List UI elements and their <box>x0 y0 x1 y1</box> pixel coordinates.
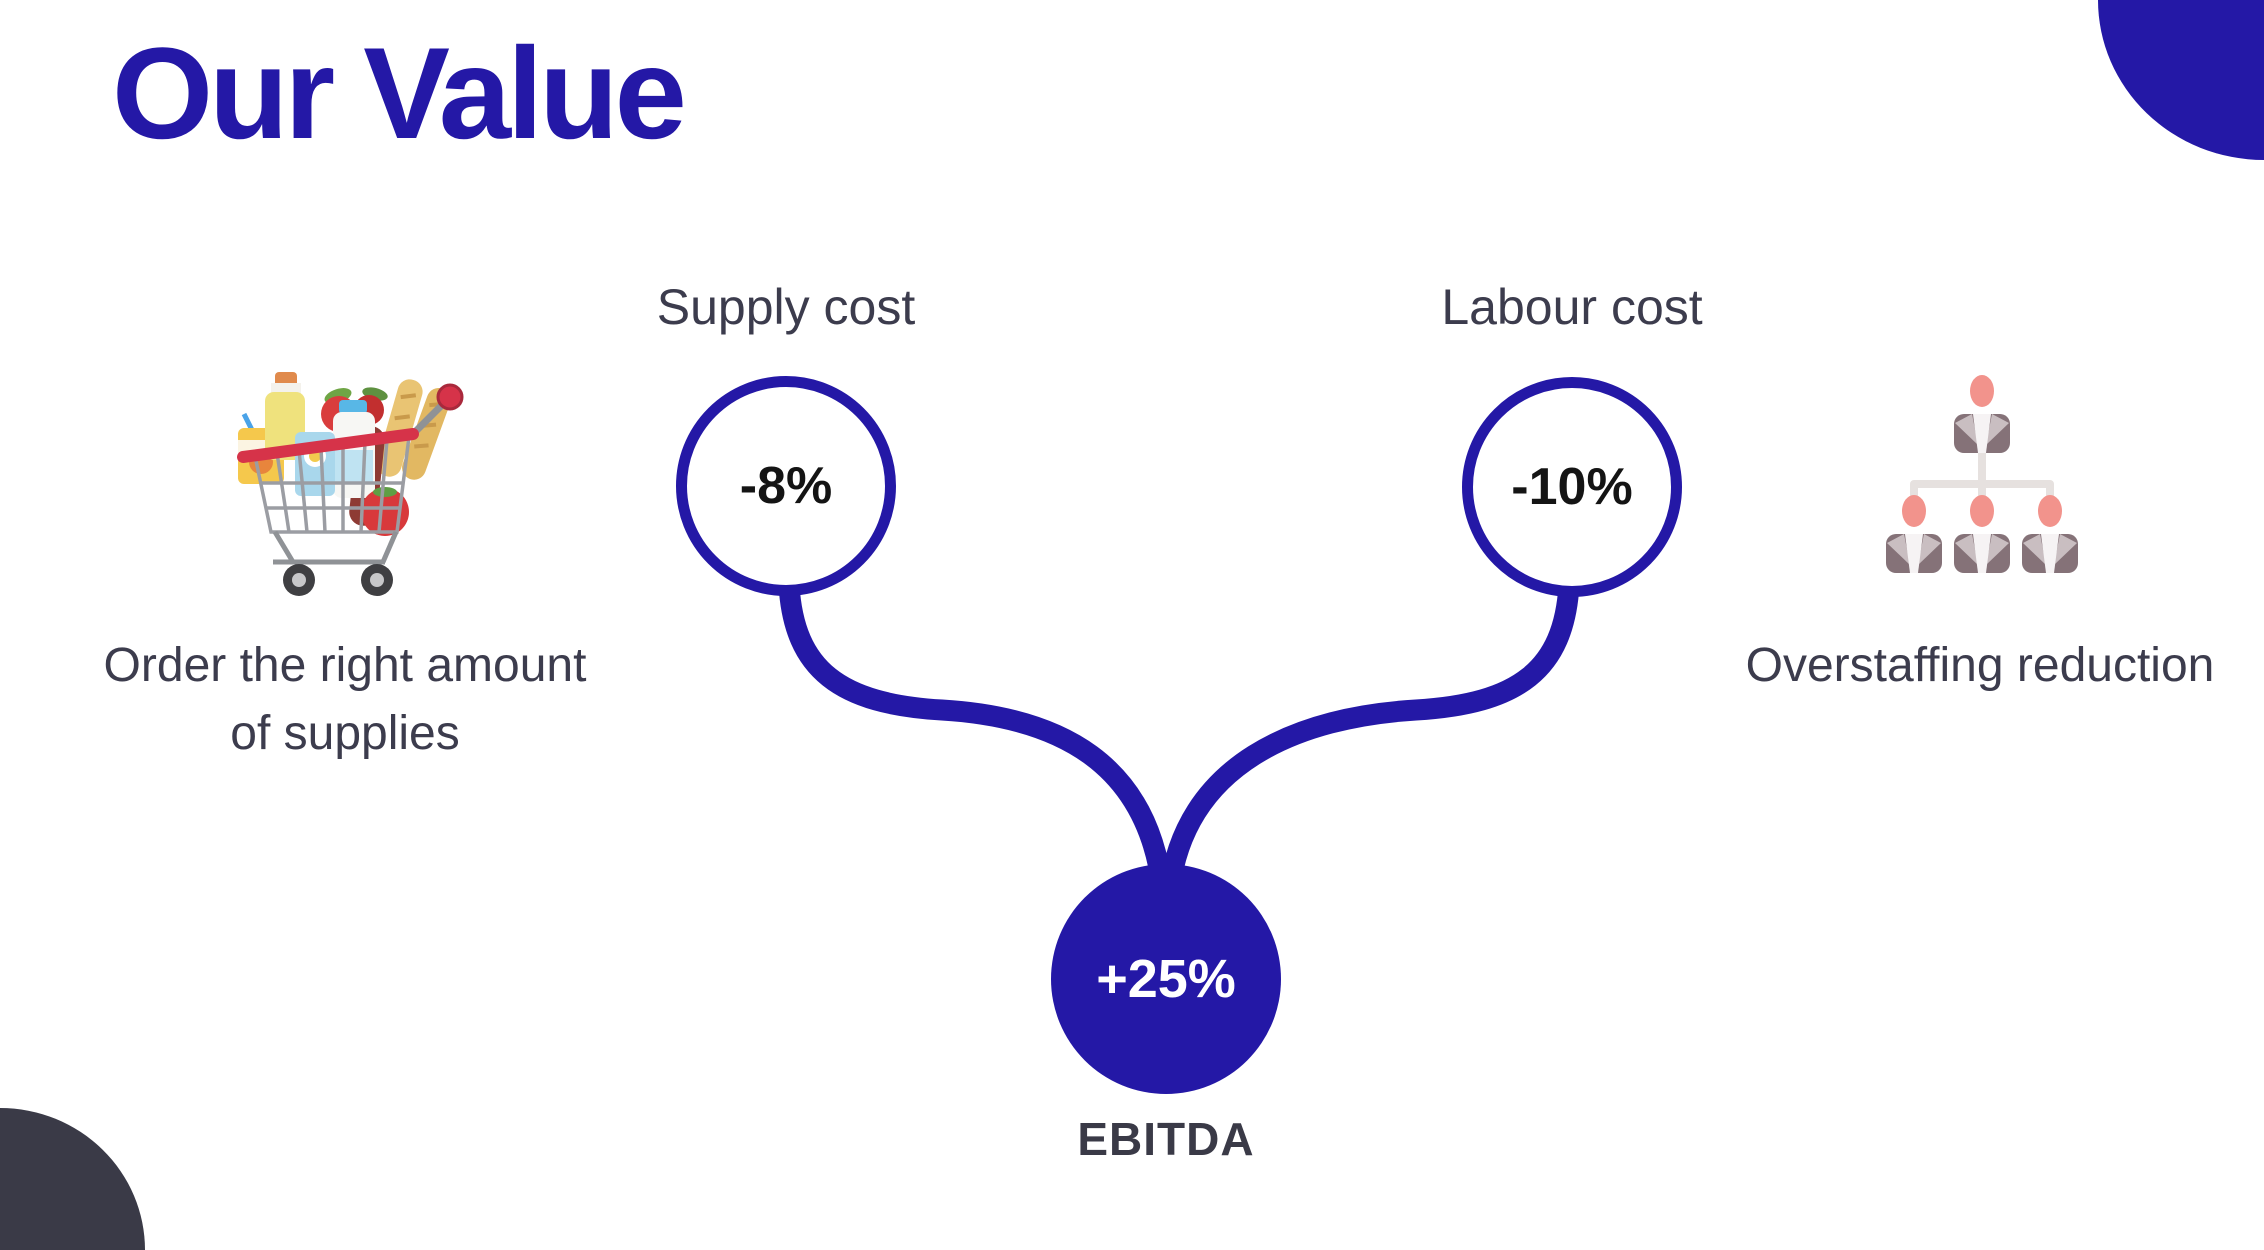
ebitda-value: +25% <box>1096 949 1236 1009</box>
cart-groceries <box>238 372 451 536</box>
labour-cost-label: Labour cost <box>1441 279 1703 335</box>
labour-cost-value: -10% <box>1511 458 1633 516</box>
org-chart-icon <box>1885 372 2085 585</box>
org-person-left <box>1886 495 1942 573</box>
connector-supply-to-ebitda <box>778 574 1174 906</box>
ebitda-node: +25% <box>1051 864 1281 1094</box>
supply-cost-label: Supply cost <box>656 279 916 335</box>
org-person-top <box>1954 375 2010 453</box>
cart-basket <box>252 434 412 534</box>
cart-frame <box>237 383 464 596</box>
org-person-middle <box>1954 495 2010 573</box>
connector-labour-to-ebitda <box>1158 574 1580 906</box>
supply-cost-node: -8% <box>676 376 896 596</box>
supply-cost-value: -8% <box>739 457 833 515</box>
shopping-cart-icon <box>235 370 467 611</box>
labour-cost-node: -10% <box>1462 377 1682 597</box>
ebitda-label: EBITDA <box>1077 1113 1255 1165</box>
left-feature-caption: Order the right amount of supplies <box>103 639 587 761</box>
right-feature-caption: Overstaffing reduction <box>1745 639 2215 692</box>
slide-title: Our Value <box>112 20 687 166</box>
org-person-right <box>2022 495 2078 573</box>
